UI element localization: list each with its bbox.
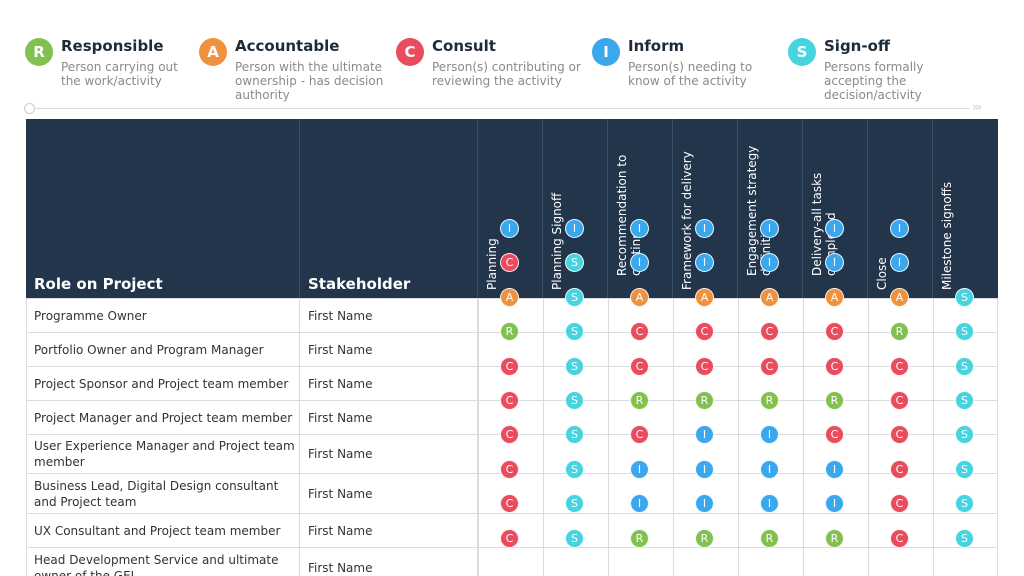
role-cell: UX Consultant and Project team member xyxy=(26,514,300,547)
stakeholder-cell: First Name xyxy=(300,367,478,400)
role-cell: Project Manager and Project team member xyxy=(26,401,300,434)
column-header-phase: Milestone signoffs xyxy=(940,181,954,290)
timeline-line xyxy=(30,108,970,109)
phase-column-divider xyxy=(608,298,609,576)
legend-title: Sign-off xyxy=(824,37,891,55)
table-row: Project Manager and Project team member … xyxy=(26,400,998,434)
legend-title: Consult xyxy=(432,37,496,55)
phase-column-divider xyxy=(673,298,674,576)
phase-column-divider xyxy=(933,298,934,576)
table-row: User Experience Manager and Project team… xyxy=(26,434,998,473)
responsible-badge: R xyxy=(25,38,53,66)
column-header-phase: Planning xyxy=(478,119,543,298)
phase-column-divider xyxy=(868,298,869,576)
phase-column-divider xyxy=(543,298,544,576)
timeline-start-icon xyxy=(24,103,35,114)
column-header-phase: Engagement strategy definition xyxy=(738,119,803,298)
role-cell: Portfolio Owner and Program Manager xyxy=(26,333,300,366)
phase-column-divider xyxy=(997,298,998,576)
role-cell: Programme Owner xyxy=(26,299,300,332)
role-cell: User Experience Manager and Project team… xyxy=(26,435,300,473)
legend-title: Inform xyxy=(628,37,685,55)
stakeholder-cell: First Name xyxy=(300,333,478,366)
role-cell: Head Development Service and ultimate ow… xyxy=(26,548,300,576)
column-header-role: Role on Project xyxy=(26,119,300,298)
role-cell: Business Lead, Digital Design consultant… xyxy=(26,474,300,513)
inform-badge: I xyxy=(592,38,620,66)
phase-column-divider xyxy=(803,298,804,576)
column-header-stakeholder: Stakeholder xyxy=(300,119,478,298)
consult-badge: C xyxy=(396,38,424,66)
raci-table: Role on Project Stakeholder Planning Pla… xyxy=(26,119,998,576)
table-row: UX Consultant and Project team member Fi… xyxy=(26,513,998,547)
table-row: Business Lead, Digital Design consultant… xyxy=(26,473,998,513)
accountable-badge: A xyxy=(199,38,227,66)
table-row: Programme Owner First Name xyxy=(26,298,998,332)
table-row: Portfolio Owner and Program Manager Firs… xyxy=(26,332,998,366)
column-header-phase: Recommendation to continue xyxy=(608,119,673,298)
stakeholder-cell: First Name xyxy=(300,474,478,513)
legend-description: Person with the ultimate ownership - has… xyxy=(235,60,384,102)
legend-description: Persons formally accepting the decision/… xyxy=(824,60,924,102)
table-row: Head Development Service and ultimate ow… xyxy=(26,547,998,576)
raci-legend: R Responsible Person carrying out the wo… xyxy=(0,36,1024,116)
table-left-border xyxy=(26,298,27,576)
stakeholder-cell: First Name xyxy=(300,299,478,332)
legend-title: Accountable xyxy=(235,37,340,55)
column-header-phase: Close xyxy=(868,119,933,298)
stakeholder-cell: First Name xyxy=(300,401,478,434)
column-header-phase: Framework for delivery xyxy=(673,119,738,298)
table-row: Project Sponsor and Project team member … xyxy=(26,366,998,400)
legend-description: Person carrying out the work/activity xyxy=(61,60,178,88)
phase-column-divider xyxy=(738,298,739,576)
column-header-phase: Planning Signoff xyxy=(543,119,608,298)
chevrons-right-icon: ››› xyxy=(972,100,983,114)
sign-off-badge: S xyxy=(788,38,816,66)
stakeholder-cell: First Name xyxy=(300,548,478,576)
stakeholder-cell: First Name xyxy=(300,435,478,473)
legend-title: Responsible xyxy=(61,37,164,55)
legend-description: Person(s) needing to know of the activit… xyxy=(628,60,753,88)
stakeholder-cell: First Name xyxy=(300,514,478,547)
column-header-phase: Delivery-all tasks completed xyxy=(803,119,868,298)
phase-column-divider xyxy=(478,298,479,576)
legend-description: Person(s) contributing or reviewing the … xyxy=(432,60,581,88)
table-header: Role on Project Stakeholder Planning Pla… xyxy=(26,119,998,298)
role-cell: Project Sponsor and Project team member xyxy=(26,367,300,400)
